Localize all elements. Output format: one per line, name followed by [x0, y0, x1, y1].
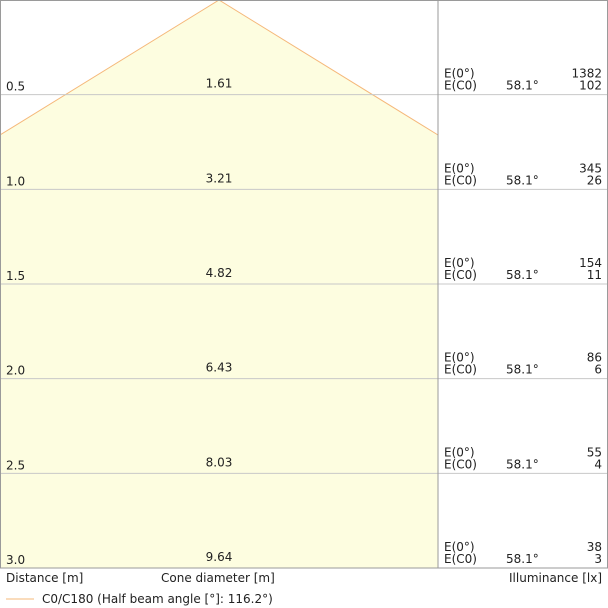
cone-diameter-value: 6.43 [206, 361, 233, 375]
half-beam-angle-value: 58.1° [506, 363, 539, 377]
ec0-label: E(C0) [444, 457, 477, 471]
illuminance-axis-label: Illuminance [lx] [509, 571, 602, 585]
cone-diameter-value: 9.64 [206, 550, 233, 564]
e0-illuminance-value: 86 [587, 351, 602, 365]
ec0-illuminance-value: 11 [587, 268, 602, 282]
distance-value: 1.0 [6, 174, 25, 188]
distance-row: 3.0 9.64 E(0°)E(C0) 58.1° 383 [6, 540, 602, 567]
cone-diameter-value: 4.82 [206, 266, 233, 280]
e0-illuminance-value: 154 [579, 256, 602, 270]
ec0-illuminance-value: 26 [587, 173, 602, 187]
ec0-label: E(C0) [444, 173, 477, 187]
distance-value: 3.0 [6, 553, 25, 567]
e0-label: E(0°) [444, 161, 475, 175]
e0-label: E(0°) [444, 445, 475, 459]
e0-label: E(0°) [444, 256, 475, 270]
distance-axis-label: Distance [m] [6, 571, 83, 585]
legend-entry: C0/C180 (Half beam angle [°]: 116.2°) [42, 592, 273, 606]
distance-value: 2.0 [6, 364, 25, 378]
ec0-illuminance-value: 3 [594, 552, 602, 566]
cone-diameter-value: 1.61 [206, 77, 233, 91]
ec0-label: E(C0) [444, 552, 477, 566]
ec0-label: E(C0) [444, 268, 477, 282]
half-beam-angle-value: 58.1° [506, 268, 539, 282]
distance-value: 1.5 [6, 269, 25, 283]
ec0-illuminance-value: 102 [579, 79, 602, 93]
e0-label: E(0°) [444, 540, 475, 554]
ec0-label: E(C0) [444, 363, 477, 377]
cone-diameter-axis-label: Cone diameter [m] [161, 571, 275, 585]
beam-cone-outline [0, 0, 439, 136]
distance-value: 2.5 [6, 458, 25, 472]
cone-diameter-value: 3.21 [206, 171, 233, 185]
ec0-illuminance-value: 6 [594, 363, 602, 377]
e0-illuminance-value: 1382 [571, 67, 602, 81]
half-beam-angle-value: 58.1° [506, 79, 539, 93]
distance-value: 0.5 [6, 80, 25, 94]
e0-label: E(0°) [444, 351, 475, 365]
distance-row: 2.5 8.03 E(0°)E(C0) 58.1° 554 [6, 445, 602, 472]
e0-label: E(0°) [444, 67, 475, 81]
e0-illuminance-value: 55 [587, 445, 602, 459]
distance-row: 2.0 6.43 E(0°)E(C0) 58.1° 866 [6, 351, 602, 378]
e0-illuminance-value: 38 [587, 540, 602, 554]
half-beam-angle-value: 58.1° [506, 552, 539, 566]
cone-diameter-value: 8.03 [206, 455, 233, 469]
ec0-illuminance-value: 4 [594, 457, 602, 471]
ec0-label: E(C0) [444, 79, 477, 93]
e0-illuminance-value: 345 [579, 161, 602, 175]
grid-lines [0, 94, 608, 474]
half-beam-angle-value: 58.1° [506, 173, 539, 187]
half-beam-angle-value: 58.1° [506, 457, 539, 471]
